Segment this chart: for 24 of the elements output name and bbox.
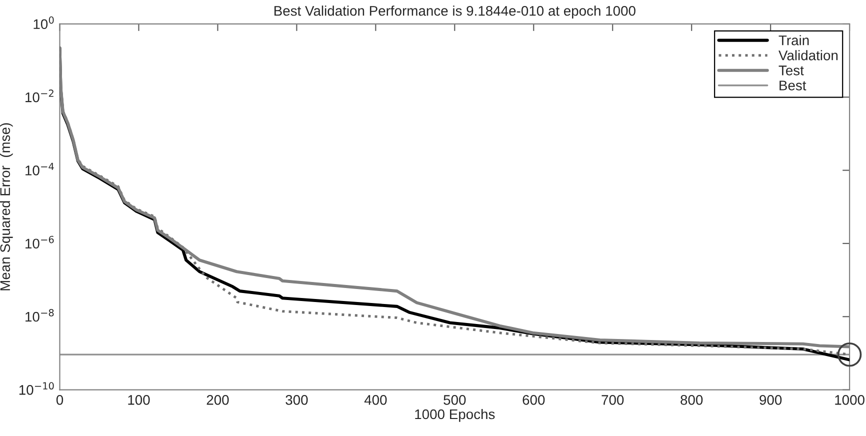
x-tick-label: 1000 (835, 395, 864, 405)
x-tick-label: 600 (522, 395, 545, 405)
x-tick-label: 800 (680, 395, 703, 405)
x-tick-label: 700 (602, 395, 624, 405)
x-tick-label: 200 (206, 395, 229, 405)
legend-label: Best (780, 80, 806, 90)
y-axis-title: Mean Squared Error (mse) (0, 123, 13, 290)
x-tick-label: 500 (444, 395, 466, 405)
x-tick-label: 400 (364, 395, 387, 405)
x-tick-label: 300 (286, 395, 308, 405)
x-tick-label: 100 (128, 395, 150, 405)
y-tick-label: 10$^{−2}$ (26, 90, 54, 102)
y-tick-label: 10$^{−6}$ (26, 236, 54, 249)
chart-title: Best Validation Performance is 9.1844e-010 at epoch 1000 (274, 6, 636, 19)
y-tick-label: 10$^{−4}$ (26, 162, 54, 176)
legend-label: Validation (778, 50, 838, 60)
x-tick-label: 900 (760, 395, 782, 405)
x-tick-label: 0 (56, 395, 64, 405)
x-axis-title: 1000 Epochs (415, 408, 495, 422)
legend-label: Test (778, 66, 804, 76)
y-tick-label: 10$^{0}$ (34, 16, 54, 30)
y-tick-label: 10$^{−8}$ (26, 309, 54, 322)
y-tick-label: 10$^{−10}$ (19, 382, 54, 395)
legend-label: Train (778, 35, 809, 46)
